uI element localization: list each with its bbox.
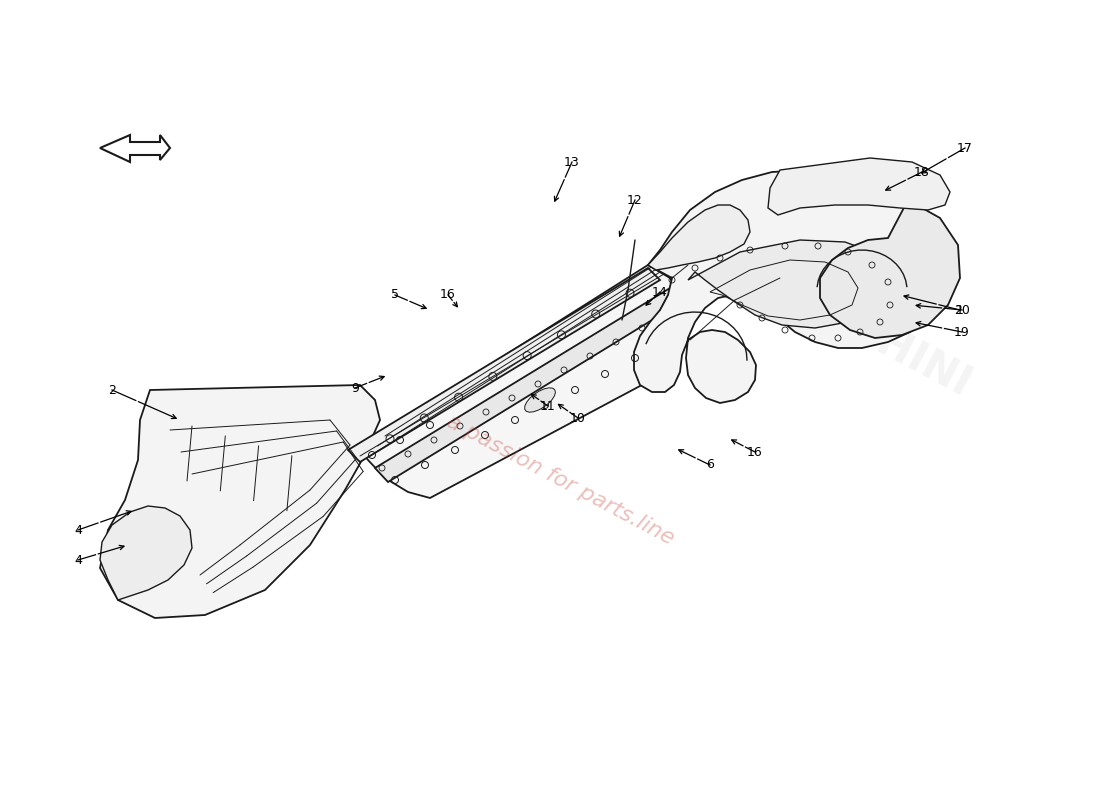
Text: 5: 5 xyxy=(390,289,399,302)
Text: LAMBORGHINI: LAMBORGHINI xyxy=(662,213,978,407)
Text: 2: 2 xyxy=(108,383,115,397)
Text: 10: 10 xyxy=(570,411,586,425)
Polygon shape xyxy=(348,268,660,462)
Text: 18: 18 xyxy=(914,166,929,178)
Text: 14: 14 xyxy=(652,286,668,298)
Polygon shape xyxy=(688,240,888,328)
Text: 20: 20 xyxy=(954,303,970,317)
Text: 13: 13 xyxy=(564,155,580,169)
Text: 12: 12 xyxy=(627,194,642,206)
Text: 1: 1 xyxy=(956,303,964,317)
Text: 19: 19 xyxy=(954,326,970,338)
Polygon shape xyxy=(634,170,942,403)
Polygon shape xyxy=(375,285,688,482)
Polygon shape xyxy=(358,265,682,498)
Text: 17: 17 xyxy=(957,142,972,154)
Text: 9: 9 xyxy=(351,382,359,394)
Text: 16: 16 xyxy=(747,446,763,458)
Polygon shape xyxy=(100,385,380,618)
Text: 4: 4 xyxy=(74,523,81,537)
Text: 4: 4 xyxy=(74,554,81,566)
Polygon shape xyxy=(648,205,750,270)
Polygon shape xyxy=(768,158,950,215)
Text: 16: 16 xyxy=(440,289,455,302)
Text: 6: 6 xyxy=(706,458,714,471)
Text: 11: 11 xyxy=(540,399,556,413)
Polygon shape xyxy=(100,506,192,600)
Polygon shape xyxy=(820,200,960,338)
Polygon shape xyxy=(525,388,556,412)
Text: a passion for parts.line: a passion for parts.line xyxy=(442,411,678,549)
